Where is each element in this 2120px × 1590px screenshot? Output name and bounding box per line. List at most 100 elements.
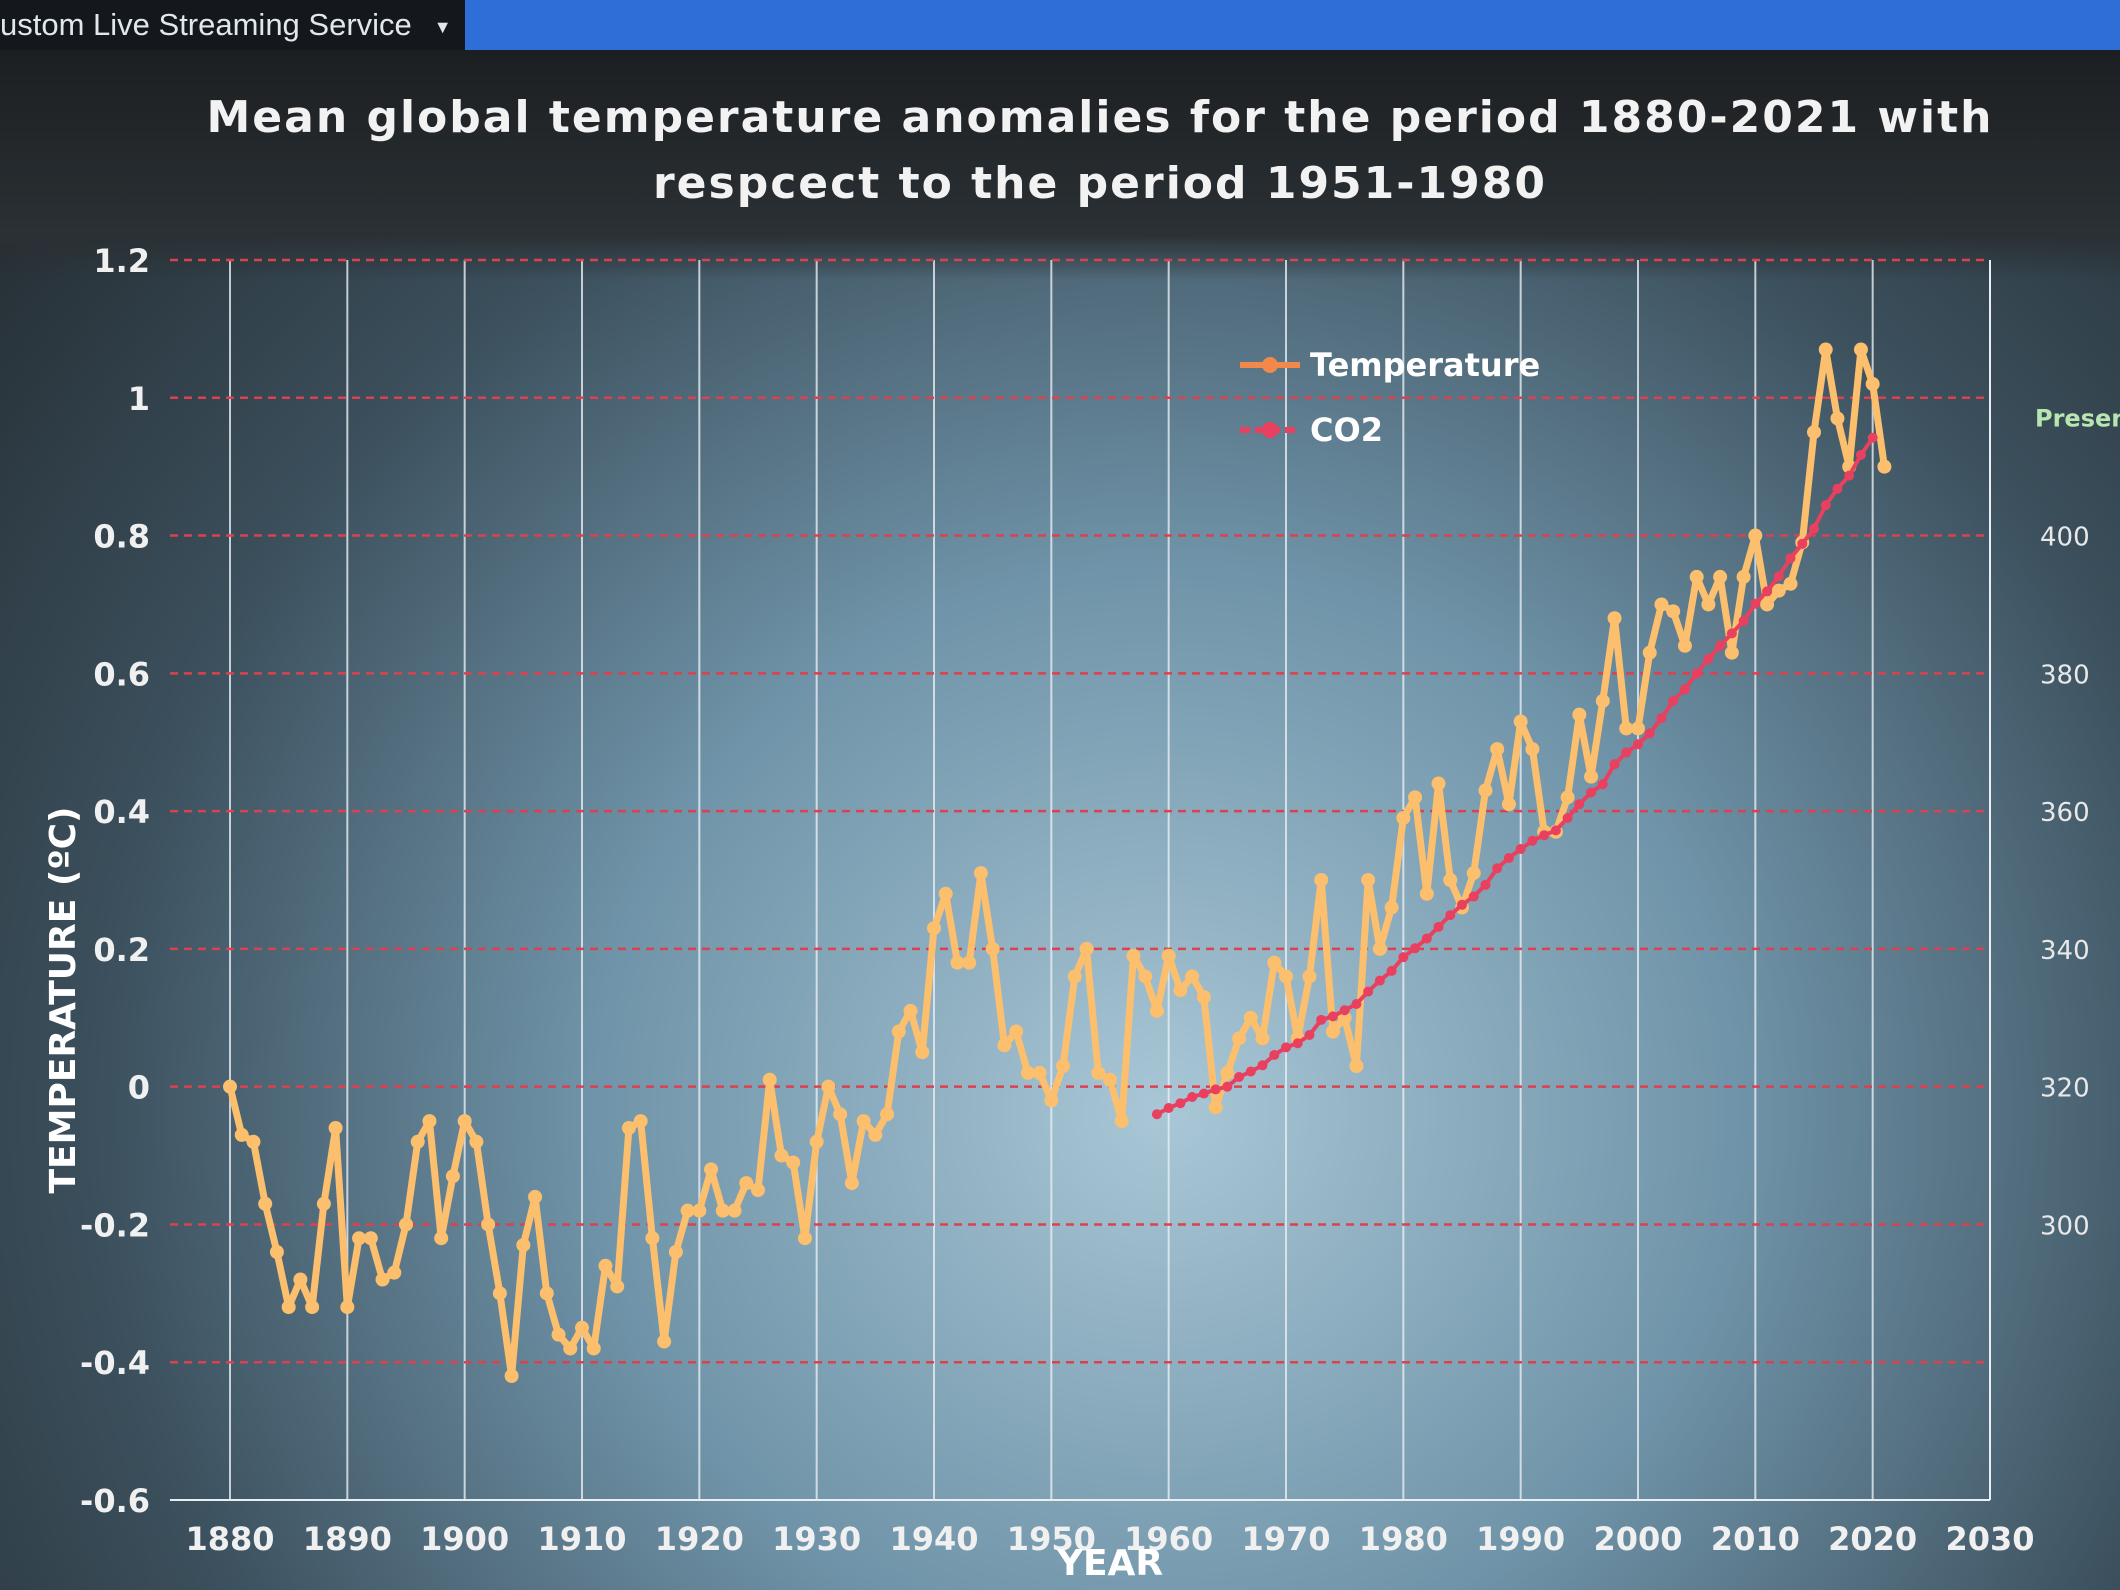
data-point-co2 bbox=[1210, 1084, 1221, 1095]
data-point-temperature bbox=[1443, 873, 1458, 887]
data-point-co2 bbox=[1773, 571, 1784, 582]
data-point-temperature bbox=[1325, 1024, 1340, 1039]
data-point-co2 bbox=[1820, 500, 1831, 511]
data-point-temperature bbox=[1302, 969, 1317, 984]
data-point-temperature bbox=[1091, 1065, 1106, 1080]
y-tick-label: 1 bbox=[128, 380, 150, 418]
y2-tick-label: 380 bbox=[2040, 660, 2090, 690]
data-point-temperature bbox=[1771, 583, 1786, 598]
data-point-temperature bbox=[1419, 886, 1434, 901]
data-point-temperature bbox=[1185, 969, 1200, 984]
data-point-temperature bbox=[305, 1300, 320, 1315]
data-point-temperature bbox=[410, 1134, 425, 1149]
data-point-co2 bbox=[1609, 759, 1620, 770]
data-point-temperature bbox=[786, 1155, 801, 1170]
data-point-co2 bbox=[1867, 432, 1878, 443]
data-point-temperature bbox=[575, 1320, 589, 1335]
data-point-temperature bbox=[586, 1341, 601, 1356]
data-point-co2 bbox=[1785, 553, 1796, 564]
data-point-co2 bbox=[1832, 483, 1843, 494]
data-point-co2 bbox=[1304, 1030, 1315, 1040]
data-point-temperature bbox=[1631, 721, 1645, 736]
y-tick-label: -0.2 bbox=[80, 1206, 150, 1244]
y2-tick-label: 300 bbox=[2040, 1211, 2090, 1241]
y-tick-label: 0.8 bbox=[93, 518, 150, 556]
data-point-co2 bbox=[1269, 1049, 1280, 1060]
data-point-co2 bbox=[1586, 787, 1597, 798]
data-point-temperature bbox=[1349, 1059, 1364, 1073]
data-point-co2 bbox=[1468, 891, 1479, 902]
data-point-co2 bbox=[1245, 1066, 1256, 1077]
y-tick-label: 0.4 bbox=[93, 793, 150, 831]
data-point-temperature bbox=[563, 1341, 578, 1356]
data-point-temperature bbox=[1384, 900, 1399, 915]
data-point-temperature bbox=[797, 1231, 812, 1246]
data-point-temperature bbox=[223, 1079, 237, 1094]
chart-header-background bbox=[0, 50, 2120, 280]
data-point-co2 bbox=[1844, 470, 1855, 481]
data-point-co2 bbox=[1762, 586, 1773, 597]
data-point-temperature bbox=[1654, 597, 1669, 612]
data-point-temperature bbox=[1032, 1065, 1047, 1080]
data-point-co2 bbox=[1668, 695, 1679, 706]
data-point-temperature bbox=[938, 886, 953, 901]
data-point-temperature bbox=[821, 1079, 836, 1094]
tab-label: ustom Live Streaming Service bbox=[0, 7, 412, 42]
data-point-temperature bbox=[434, 1231, 449, 1246]
data-point-temperature bbox=[1677, 638, 1692, 653]
data-point-temperature bbox=[1431, 776, 1446, 791]
data-point-temperature bbox=[891, 1024, 906, 1039]
data-point-temperature bbox=[1161, 948, 1176, 963]
data-point-temperature bbox=[621, 1121, 636, 1135]
data-point-temperature bbox=[469, 1134, 484, 1149]
data-point-co2 bbox=[1726, 628, 1737, 639]
data-point-temperature bbox=[1830, 411, 1845, 426]
data-point-temperature bbox=[598, 1258, 613, 1273]
data-point-temperature bbox=[1724, 645, 1739, 660]
data-point-temperature bbox=[1173, 983, 1188, 998]
data-point-temperature bbox=[1408, 790, 1423, 805]
data-point-temperature bbox=[1595, 693, 1610, 708]
data-point-temperature bbox=[1748, 528, 1763, 543]
data-point-temperature bbox=[1666, 604, 1681, 619]
series-line-temperature bbox=[226, 346, 1888, 1380]
data-point-co2 bbox=[1257, 1060, 1268, 1071]
data-point-temperature bbox=[1220, 1065, 1235, 1080]
data-point-temperature bbox=[281, 1300, 296, 1315]
data-point-co2 bbox=[1187, 1092, 1198, 1102]
data-point-temperature bbox=[1713, 569, 1728, 584]
data-point-co2 bbox=[1633, 739, 1643, 750]
data-point-co2 bbox=[1222, 1081, 1233, 1092]
data-point-temperature bbox=[1372, 941, 1387, 956]
data-point-temperature bbox=[1689, 569, 1704, 584]
data-point-co2 bbox=[1316, 1014, 1327, 1025]
x-tick-label: 2010 bbox=[1711, 1520, 1800, 1558]
data-point-temperature bbox=[1478, 783, 1493, 798]
data-point-temperature bbox=[1056, 1059, 1071, 1073]
data-point-co2 bbox=[1234, 1072, 1245, 1083]
y-tick-label: -0.4 bbox=[80, 1344, 150, 1382]
data-point-temperature bbox=[1466, 866, 1481, 881]
data-point-temperature bbox=[762, 1072, 777, 1087]
data-point-temperature bbox=[633, 1114, 648, 1129]
data-point-co2 bbox=[1433, 921, 1444, 932]
data-point-temperature bbox=[528, 1189, 543, 1204]
data-point-co2 bbox=[1597, 779, 1608, 790]
data-point-temperature bbox=[657, 1334, 672, 1349]
data-point-co2 bbox=[1855, 449, 1866, 460]
dropdown-triangle-icon[interactable]: ▼ bbox=[433, 16, 452, 37]
data-point-temperature bbox=[1196, 990, 1211, 1005]
data-point-co2 bbox=[1750, 598, 1761, 609]
data-point-temperature bbox=[915, 1045, 930, 1060]
data-point-temperature bbox=[1642, 645, 1657, 660]
data-point-temperature bbox=[504, 1369, 519, 1383]
data-point-co2 bbox=[1562, 813, 1573, 823]
data-point-temperature bbox=[1501, 797, 1516, 812]
x-tick-label: 1880 bbox=[185, 1520, 274, 1558]
data-point-temperature bbox=[809, 1134, 824, 1149]
y2-tick-label: 360 bbox=[2040, 798, 2090, 828]
data-point-temperature bbox=[539, 1286, 554, 1301]
data-point-temperature bbox=[363, 1231, 378, 1246]
stream-service-tab[interactable]: ustom Live Streaming Service ▼ bbox=[0, 0, 465, 50]
data-point-co2 bbox=[1281, 1042, 1291, 1053]
